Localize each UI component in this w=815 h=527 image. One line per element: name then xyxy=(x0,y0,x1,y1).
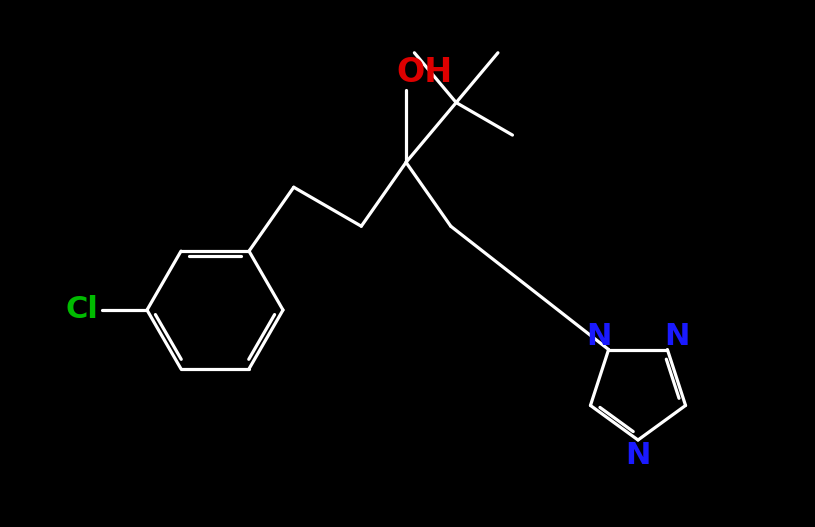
Text: OH: OH xyxy=(396,56,452,89)
Text: N: N xyxy=(664,322,689,351)
Text: Cl: Cl xyxy=(65,296,99,325)
Text: N: N xyxy=(587,322,612,351)
Text: N: N xyxy=(625,442,650,471)
